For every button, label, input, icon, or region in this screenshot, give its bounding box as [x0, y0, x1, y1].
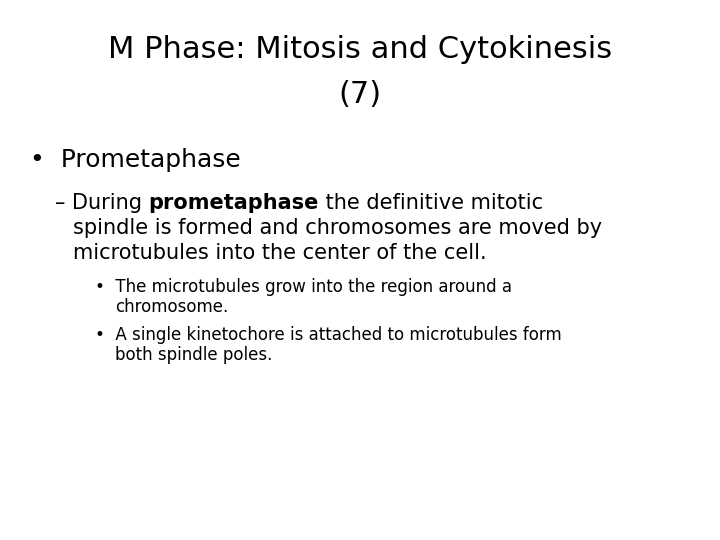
Text: M Phase: Mitosis and Cytokinesis: M Phase: Mitosis and Cytokinesis — [108, 35, 612, 64]
Text: •  A single kinetochore is attached to microtubules form: • A single kinetochore is attached to mi… — [95, 326, 562, 344]
Text: spindle is formed and chromosomes are moved by: spindle is formed and chromosomes are mo… — [73, 218, 602, 238]
Text: microtubules into the center of the cell.: microtubules into the center of the cell… — [73, 243, 487, 263]
Text: the definitive mitotic: the definitive mitotic — [319, 193, 543, 213]
Text: •  The microtubules grow into the region around a: • The microtubules grow into the region … — [95, 278, 512, 296]
Text: prometaphase: prometaphase — [148, 193, 319, 213]
Text: both spindle poles.: both spindle poles. — [115, 346, 272, 364]
Text: – During: – During — [55, 193, 148, 213]
Text: •  Prometaphase: • Prometaphase — [30, 148, 240, 172]
Text: chromosome.: chromosome. — [115, 298, 228, 316]
Text: (7): (7) — [338, 80, 382, 109]
